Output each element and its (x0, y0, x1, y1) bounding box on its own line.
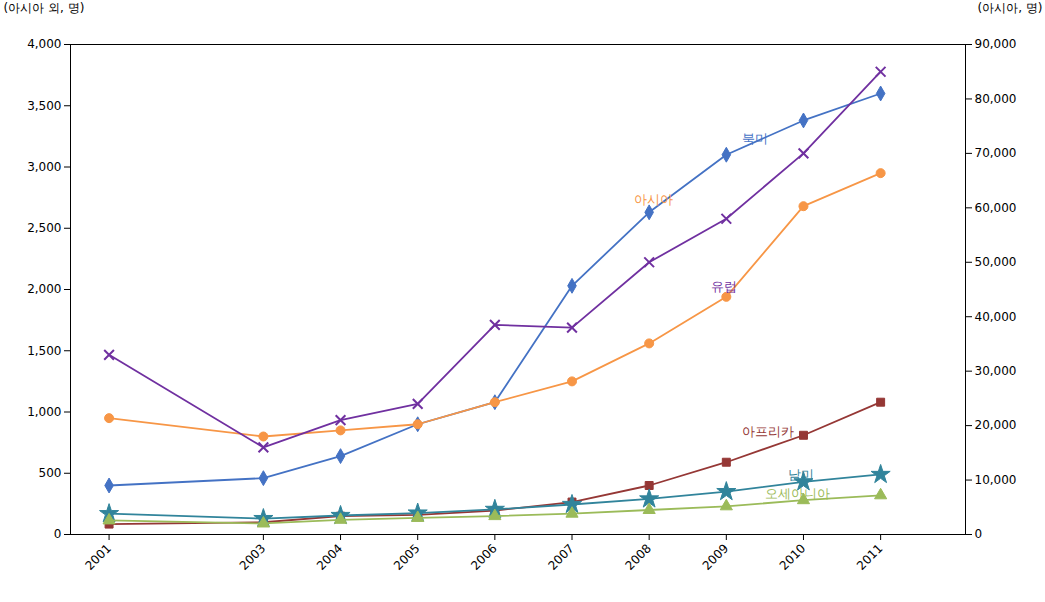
svg-text:90,000: 90,000 (975, 37, 1017, 51)
svg-text:80,000: 80,000 (975, 92, 1017, 106)
svg-text:(아시아, 명): (아시아, 명) (978, 1, 1043, 15)
svg-text:1,500: 1,500 (27, 344, 61, 358)
svg-text:아시아: 아시아 (634, 192, 673, 207)
svg-text:30,000: 30,000 (975, 364, 1017, 378)
svg-text:2005: 2005 (391, 541, 422, 572)
svg-text:오세아니아: 오세아니아 (765, 486, 830, 501)
svg-text:20,000: 20,000 (975, 418, 1017, 432)
svg-text:4,000: 4,000 (27, 37, 61, 51)
svg-text:북미: 북미 (742, 131, 768, 146)
svg-text:10,000: 10,000 (975, 473, 1017, 487)
svg-text:2006: 2006 (468, 541, 499, 572)
svg-text:2004: 2004 (314, 541, 345, 572)
svg-text:아프리카: 아프리카 (742, 424, 794, 439)
svg-text:60,000: 60,000 (975, 201, 1017, 215)
svg-text:1,000: 1,000 (27, 405, 61, 419)
svg-text:2,000: 2,000 (27, 282, 61, 296)
svg-text:2,500: 2,500 (27, 221, 61, 235)
svg-text:3,500: 3,500 (27, 99, 61, 113)
svg-text:유럽: 유럽 (711, 279, 737, 294)
svg-text:70,000: 70,000 (975, 146, 1017, 160)
svg-text:0: 0 (54, 527, 62, 541)
svg-text:2003: 2003 (237, 541, 268, 572)
svg-text:2007: 2007 (545, 541, 576, 572)
svg-text:(아시아 외, 명): (아시아 외, 명) (4, 1, 85, 15)
svg-text:40,000: 40,000 (975, 310, 1017, 324)
svg-text:2010: 2010 (777, 541, 808, 572)
svg-text:2001: 2001 (82, 541, 113, 572)
svg-text:2008: 2008 (623, 541, 654, 572)
svg-text:2011: 2011 (854, 541, 885, 572)
svg-text:3,000: 3,000 (27, 160, 61, 174)
svg-text:2009: 2009 (700, 541, 731, 572)
svg-text:50,000: 50,000 (975, 255, 1017, 269)
svg-text:남미: 남미 (788, 467, 814, 482)
svg-text:0: 0 (975, 527, 983, 541)
svg-text:500: 500 (39, 466, 62, 480)
